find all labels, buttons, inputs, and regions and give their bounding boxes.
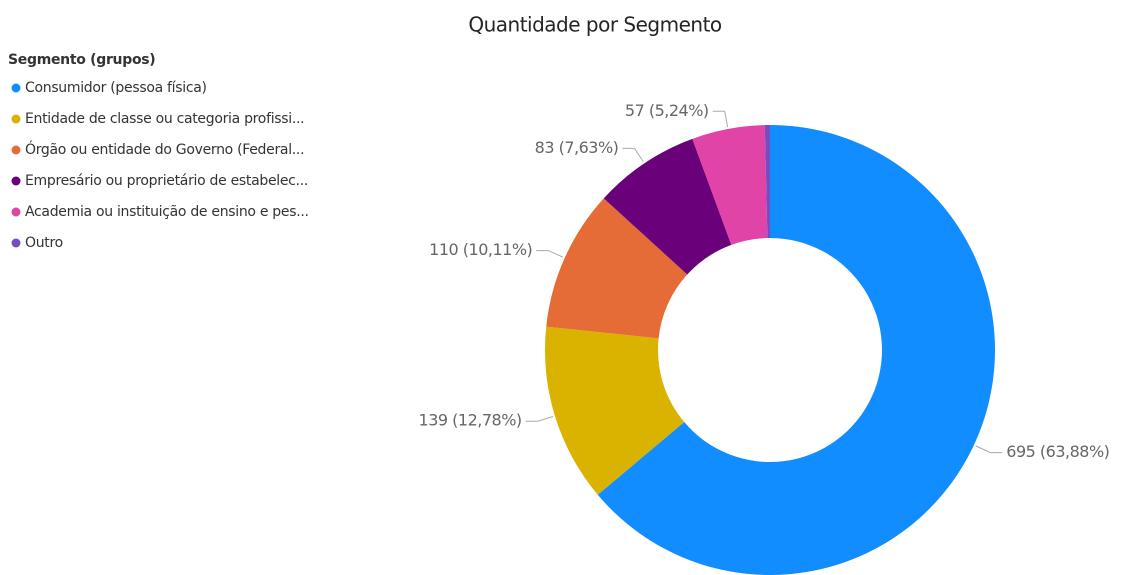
donut-slice xyxy=(692,125,768,245)
data-label: 110 (10,11%) xyxy=(429,240,532,259)
legend-label: Entidade de classe ou categoria profissi… xyxy=(25,111,304,127)
legend-label: Academia ou instituição de ensino e pes.… xyxy=(25,204,309,220)
donut-slice xyxy=(546,198,688,339)
data-label: 83 (7,63%) xyxy=(535,138,619,157)
legend-label: Outro xyxy=(25,235,63,251)
leader-line xyxy=(712,110,729,128)
legend-label: Consumidor (pessoa física) xyxy=(25,80,207,96)
donut-slice xyxy=(764,125,770,239)
legend-marker xyxy=(11,145,21,155)
leader-line xyxy=(622,147,644,162)
donut-slice xyxy=(603,138,732,275)
legend-marker xyxy=(11,83,21,93)
donut-slice xyxy=(545,326,685,495)
data-label: 57 (5,24%) xyxy=(625,101,709,120)
legend-title: Segmento (grupos) xyxy=(8,52,155,68)
legend-label: Órgão ou entidade do Governo (Federal... xyxy=(25,140,304,158)
data-label: 695 (63,88%) xyxy=(1006,442,1109,461)
donut-slice xyxy=(597,125,995,575)
leader-line xyxy=(536,250,564,258)
legend-marker xyxy=(11,114,21,124)
legend-label: Empresário ou proprietário de estabelec.… xyxy=(25,173,308,189)
legend-marker xyxy=(11,176,21,186)
legend-marker xyxy=(11,238,21,248)
data-label: 139 (12,78%) xyxy=(419,411,522,430)
legend-marker xyxy=(11,207,21,217)
leader-line xyxy=(525,416,554,422)
chart-title: Quantidade por Segmento xyxy=(468,13,722,37)
leader-line xyxy=(975,445,1003,454)
